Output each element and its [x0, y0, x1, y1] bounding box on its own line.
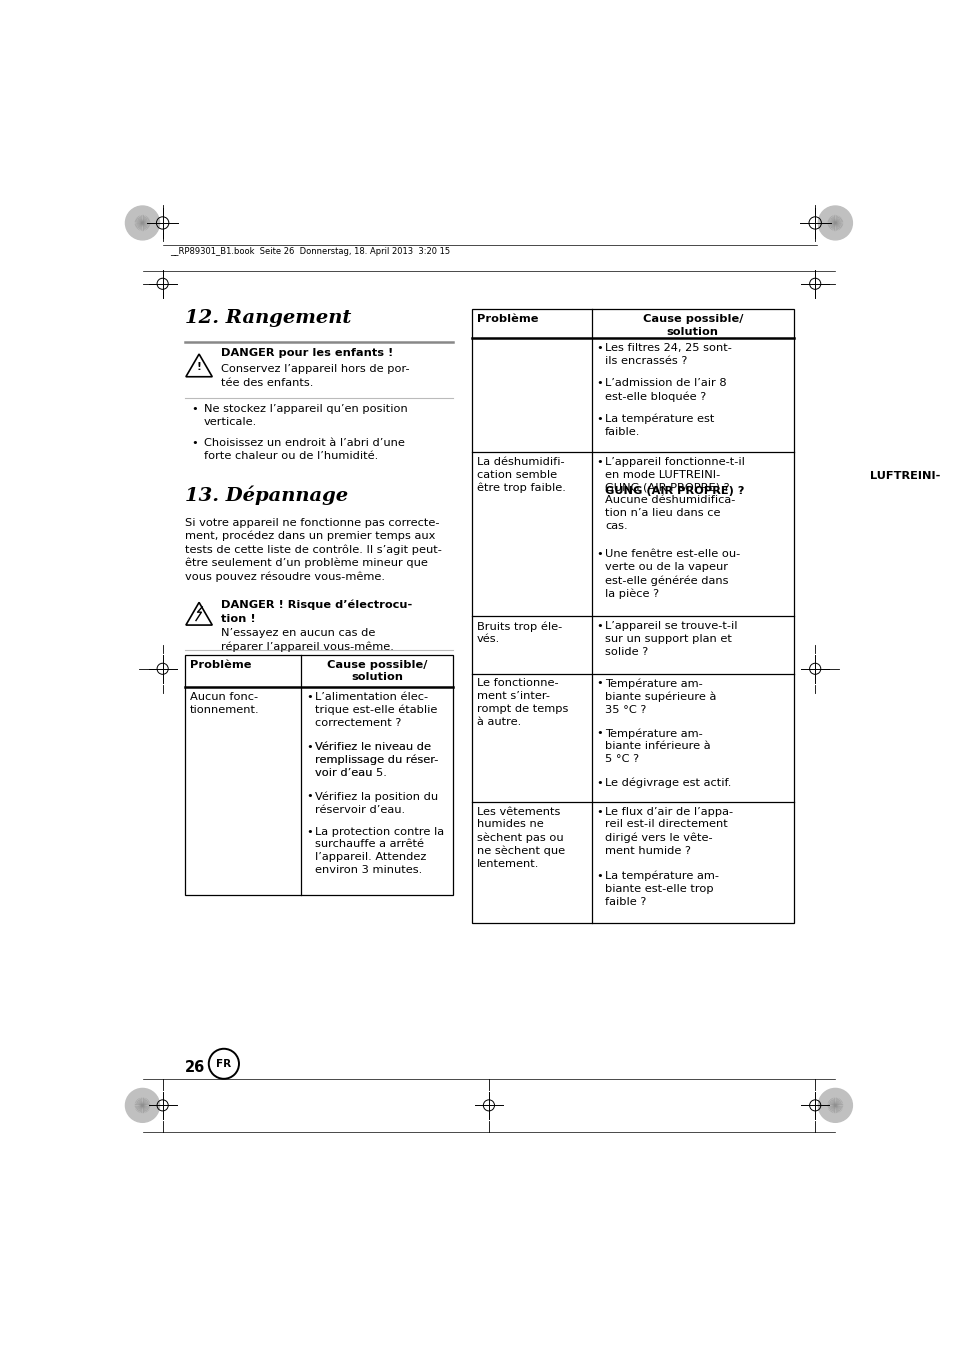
Text: Ne stockez l’appareil qu’en position
verticale.: Ne stockez l’appareil qu’en position ver… [204, 404, 407, 427]
Text: •: • [306, 742, 313, 751]
Text: Vérifiez la position du
réservoir d’eau.: Vérifiez la position du réservoir d’eau. [315, 792, 438, 815]
Text: Aucun fonc-
tionnement.: Aucun fonc- tionnement. [190, 692, 259, 715]
Text: La déshumidifi-
cation semble
être trop faible.: La déshumidifi- cation semble être trop … [476, 457, 565, 493]
Text: L’appareil fonctionne-t-il
en mode LUFTREINI-
GUNG (AIR PROPRE) ?
Aucune déshumi: L’appareil fonctionne-t-il en mode LUFTR… [604, 457, 744, 531]
Text: •: • [596, 413, 602, 424]
Text: •: • [596, 378, 602, 389]
Circle shape [125, 205, 159, 240]
Text: tée des enfants.: tée des enfants. [220, 378, 313, 388]
Text: Une fenêtre est-elle ou-
verte ou de la vapeur
est-elle générée dans
la pièce ?: Une fenêtre est-elle ou- verte ou de la … [604, 550, 740, 600]
Text: •: • [596, 728, 602, 738]
Text: •: • [192, 438, 198, 447]
Text: 26: 26 [185, 1061, 205, 1075]
Text: Vérifiez le niveau de
remplissage du réser-
voir d’eau: Vérifiez le niveau de remplissage du rés… [315, 742, 438, 778]
Text: !: ! [196, 362, 201, 373]
Text: Conservez l’appareil hors de por-: Conservez l’appareil hors de por- [220, 363, 409, 374]
Text: •: • [306, 827, 313, 836]
Text: •: • [596, 457, 602, 467]
Text: Le dégivrage est actif.: Le dégivrage est actif. [604, 778, 731, 788]
Text: •: • [596, 678, 602, 689]
Text: •: • [596, 778, 602, 788]
Text: •: • [596, 807, 602, 816]
Text: Les filtres 24, 25 sont-
ils encrassés ?: Les filtres 24, 25 sont- ils encrassés ? [604, 343, 731, 366]
Circle shape [818, 1089, 852, 1123]
Text: Si votre appareil ne fonctionne pas correcte-
ment, procédez dans un premier tem: Si votre appareil ne fonctionne pas corr… [185, 517, 441, 582]
Text: DANGER pour les enfants !: DANGER pour les enfants ! [220, 349, 393, 358]
Text: •: • [596, 343, 602, 353]
Text: Choisissez un endroit à l’abri d’une
forte chaleur ou de l’humidité.: Choisissez un endroit à l’abri d’une for… [204, 438, 404, 461]
Text: Problème: Problème [476, 313, 537, 324]
Text: FR: FR [216, 1059, 232, 1069]
Text: DANGER ! Risque d’électrocu-: DANGER ! Risque d’électrocu- [220, 600, 412, 611]
Text: La protection contre la
surchauffe a arrêté
l’appareil. Attendez
environ 3 minut: La protection contre la surchauffe a arr… [315, 827, 444, 875]
Text: tion !: tion ! [220, 615, 255, 624]
Text: •: • [306, 692, 313, 703]
Text: •: • [596, 870, 602, 881]
Text: Les vêtements
humides ne
sèchent pas ou
ne sèchent que
lentement.: Les vêtements humides ne sèchent pas ou … [476, 807, 564, 869]
Text: Température am-
biante inférieure à
5 °C ?: Température am- biante inférieure à 5 °C… [604, 728, 710, 765]
Text: •: • [306, 792, 313, 801]
Text: •: • [596, 550, 602, 559]
Text: •: • [596, 621, 602, 631]
Text: Température am-
biante supérieure à
35 °C ?: Température am- biante supérieure à 35 °… [604, 678, 716, 715]
Circle shape [125, 1089, 159, 1123]
Text: L’alimentation élec-
trique est-elle établie
correctement ?: L’alimentation élec- trique est-elle éta… [315, 692, 437, 728]
Text: Le fonctionne-
ment s’inter-
rompt de temps
à autre.: Le fonctionne- ment s’inter- rompt de te… [476, 678, 567, 727]
Text: Cause possible/
solution: Cause possible/ solution [327, 659, 427, 682]
Text: Cause possible/
solution: Cause possible/ solution [642, 313, 742, 336]
Text: N’essayez en aucun cas de
réparer l’appareil vous-même.: N’essayez en aucun cas de réparer l’appa… [220, 628, 394, 651]
Text: LUFTREINI-: LUFTREINI- [868, 471, 939, 481]
Text: Vérifiez le niveau de
remplissage du réser-
voir d’eau ⁠: Vérifiez le niveau de remplissage du rés… [315, 742, 438, 778]
Text: L’appareil se trouve-t-il
sur un support plan et
solide ?: L’appareil se trouve-t-il sur un support… [604, 621, 737, 657]
Text: 12. Rangement: 12. Rangement [185, 309, 351, 327]
Text: Bruits trop éle-
vés.: Bruits trop éle- vés. [476, 621, 561, 644]
Text: Vérifiez le niveau de
remplissage du réser-
voir d’eau 5.: Vérifiez le niveau de remplissage du rés… [315, 742, 438, 778]
Text: La température est
faible.: La température est faible. [604, 413, 714, 438]
Circle shape [818, 205, 852, 240]
Text: L’admission de l’air 8
est-elle bloquée ?: L’admission de l’air 8 est-elle bloquée … [604, 378, 726, 403]
Text: __RP89301_B1.book  Seite 26  Donnerstag, 18. April 2013  3:20 15: __RP89301_B1.book Seite 26 Donnerstag, 1… [170, 247, 449, 255]
Text: Le flux d’air de l’appa-
reil est-il directement
dirigé vers le vête-
ment humid: Le flux d’air de l’appa- reil est-il dir… [604, 807, 733, 855]
Text: Problème: Problème [190, 659, 251, 670]
Text: La température am-
biante est-elle trop
faible ?: La température am- biante est-elle trop … [604, 870, 719, 907]
Text: GUNG (AIR PROPRE) ?: GUNG (AIR PROPRE) ? [604, 485, 743, 496]
Text: 13. Dépannage: 13. Dépannage [185, 485, 348, 505]
Text: •: • [192, 404, 198, 413]
